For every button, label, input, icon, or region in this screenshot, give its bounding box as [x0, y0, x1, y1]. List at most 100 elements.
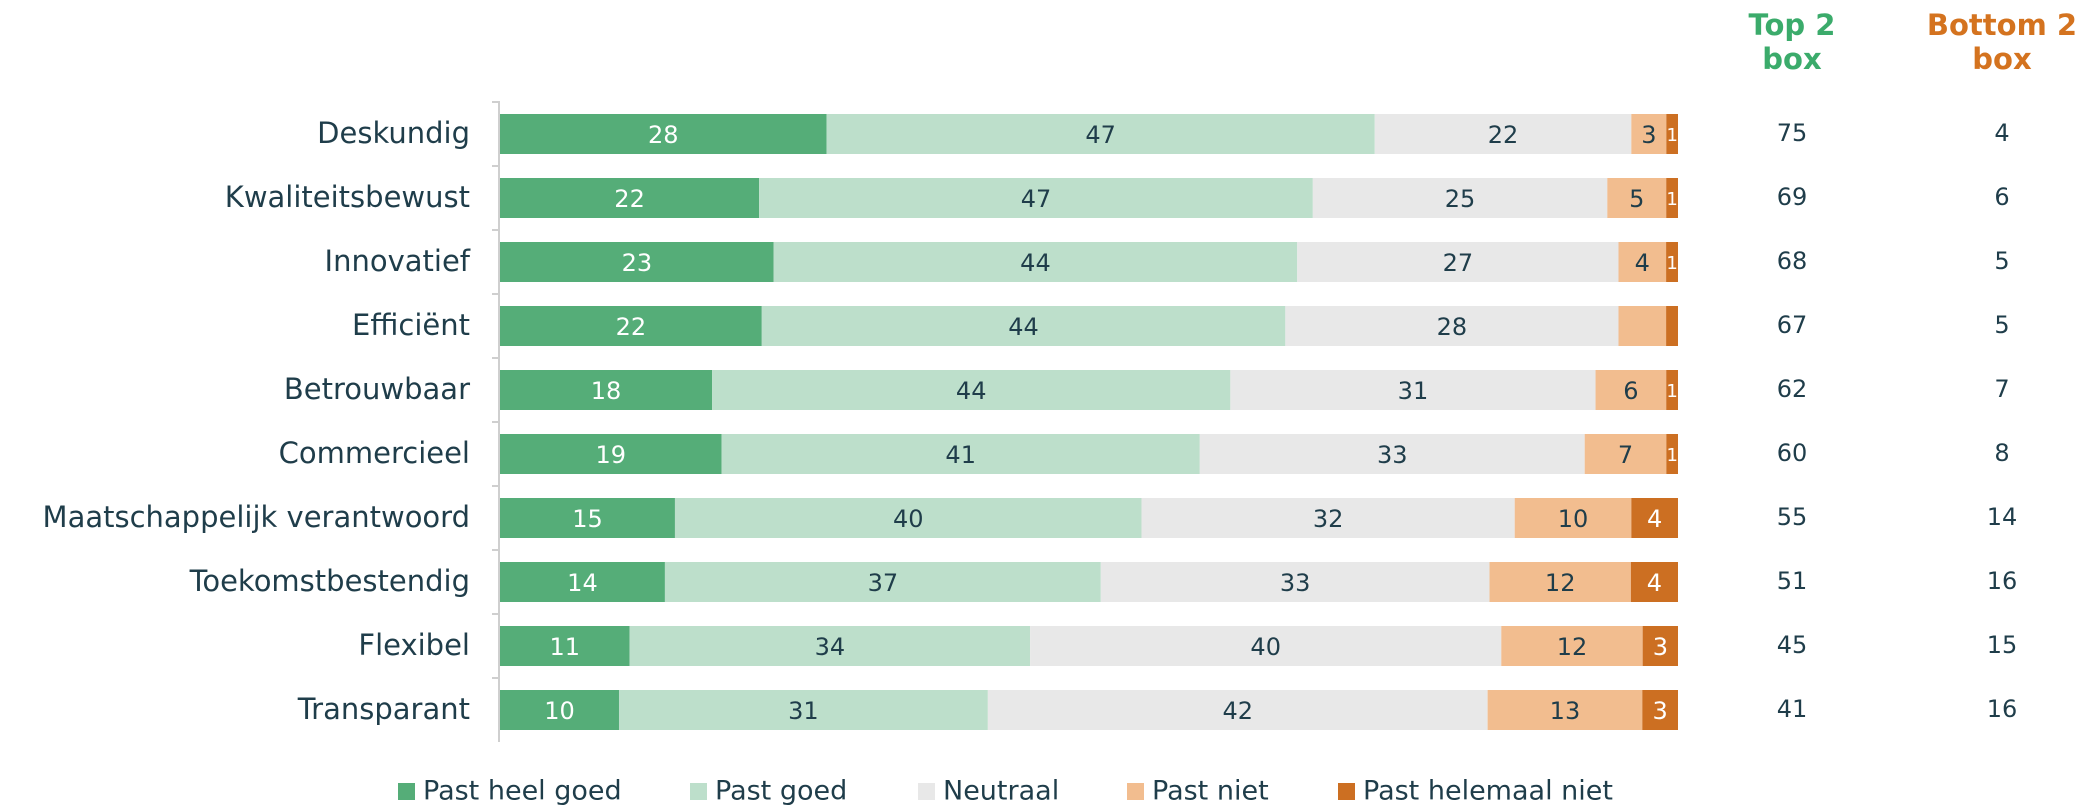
- top2-value-kwaliteitsbewust: 69: [1777, 183, 1808, 211]
- bar-segment-toekomstbestendig-past-helemaal-niet: [1630, 562, 1678, 602]
- bar-segment-deskundig-past-goed: [826, 114, 1375, 154]
- data-label-flexibel-past-heel-goed: 11: [550, 633, 581, 661]
- data-label-flexibel-past-goed: 34: [815, 633, 846, 661]
- category-label-betrouwbaar: Betrouwbaar: [284, 372, 470, 406]
- bar-segment-efficient-past-helemaal-niet: [1666, 306, 1678, 346]
- data-label-innovatief-past-heel-goed: 23: [622, 249, 653, 277]
- legend-item-past-helemaal-niet: Past helemaal niet: [1338, 776, 1613, 805]
- bar-segment-kwaliteitsbewust-past-heel-goed: [500, 178, 760, 218]
- data-label-commercieel-past-heel-goed: 19: [596, 441, 627, 469]
- bar-segment-betrouwbaar-neutraal: [1230, 370, 1596, 410]
- bar-segment-maatschappelijk-verantwoord-past-heel-goed: [500, 498, 675, 538]
- data-label-maatschappelijk-verantwoord-past-heel-goed: 15: [572, 505, 603, 533]
- legend-label-neutraal: Neutraal: [943, 776, 1059, 805]
- data-label-deskundig-neutraal: 22: [1488, 121, 1519, 149]
- top2-value-deskundig: 75: [1777, 119, 1808, 147]
- bar-segment-transparant-past-niet: [1487, 690, 1643, 730]
- bar-segment-betrouwbaar-past-niet: [1595, 370, 1667, 410]
- bottom2-header-line1: Bottom 2: [1926, 8, 2078, 42]
- bar-segment-betrouwbaar-past-heel-goed: [500, 370, 713, 410]
- category-label-flexibel: Flexibel: [358, 628, 470, 662]
- data-label-commercieel-past-helemaal-niet: 1: [1666, 445, 1677, 466]
- legend-item-past-niet: Past niet: [1127, 776, 1269, 805]
- category-label-deskundig: Deskundig: [317, 116, 470, 150]
- top2-value-innovatief: 68: [1777, 247, 1808, 275]
- top2-value-toekomstbestendig: 51: [1777, 567, 1808, 595]
- data-label-flexibel-past-niet: 12: [1557, 633, 1588, 661]
- top2-value-maatschappelijk-verantwoord: 55: [1777, 503, 1808, 531]
- bar-segment-transparant-past-heel-goed: [500, 690, 619, 730]
- data-label-toekomstbestendig-past-goed: 37: [868, 569, 899, 597]
- data-label-innovatief-past-helemaal-niet: 1: [1666, 253, 1677, 274]
- bar-segment-maatschappelijk-verantwoord-past-helemaal-niet: [1631, 498, 1678, 538]
- data-label-commercieel-neutraal: 33: [1377, 441, 1408, 469]
- bar-segment-deskundig-neutraal: [1374, 114, 1632, 154]
- bar-segment-efficient-past-niet: [1618, 306, 1667, 346]
- legend-swatch-past-helemaal-niet: [1338, 783, 1355, 800]
- category-label-commercieel: Commercieel: [279, 436, 470, 470]
- category-label-maatschappelijk-verantwoord: Maatschappelijk verantwoord: [43, 500, 470, 534]
- top2-value-commercieel: 60: [1777, 439, 1808, 467]
- bar-segment-efficient-past-goed: [761, 306, 1286, 346]
- data-label-efficient-past-heel-goed: 22: [616, 313, 647, 341]
- bar-segment-flexibel-past-helemaal-niet: [1642, 626, 1678, 666]
- data-label-deskundig-past-helemaal-niet: 1: [1666, 125, 1677, 146]
- data-label-maatschappelijk-verantwoord-neutraal: 32: [1313, 505, 1344, 533]
- bar-segment-flexibel-neutraal: [1030, 626, 1502, 666]
- bar-segment-deskundig-past-heel-goed: [500, 114, 827, 154]
- bar-segment-maatschappelijk-verantwoord-past-goed: [674, 498, 1142, 538]
- bar-segment-commercieel-past-goed: [721, 434, 1200, 474]
- bar-segment-commercieel-past-niet: [1584, 434, 1667, 474]
- category-label-transparant: Transparant: [297, 692, 470, 726]
- bar-segment-innovatief-past-helemaal-niet: [1666, 242, 1678, 282]
- category-label-efficient: Efficiënt: [352, 308, 470, 342]
- bar-segment-toekomstbestendig-neutraal: [1100, 562, 1490, 602]
- top2-header-line1: Top 2: [1748, 8, 1836, 42]
- data-label-transparant-past-heel-goed: 10: [544, 697, 575, 725]
- data-label-transparant-past-goed: 31: [788, 697, 819, 725]
- bar-segment-commercieel-past-heel-goed: [500, 434, 722, 474]
- data-label-transparant-neutraal: 42: [1222, 697, 1253, 725]
- bottom2-box-header: Bottom 2 box: [1902, 8, 2080, 76]
- data-label-commercieel-past-goed: 41: [945, 441, 976, 469]
- data-label-kwaliteitsbewust-past-goed: 47: [1021, 185, 1052, 213]
- category-label-innovatief: Innovatief: [325, 244, 471, 278]
- data-label-kwaliteitsbewust-past-niet: 5: [1629, 185, 1644, 213]
- bar-segment-flexibel-past-niet: [1501, 626, 1643, 666]
- legend-swatch-neutraal: [918, 783, 935, 800]
- legend-item-past-heel-goed: Past heel goed: [398, 776, 622, 805]
- bar-segment-transparant-neutraal: [987, 690, 1488, 730]
- bar-segment-kwaliteitsbewust-neutraal: [1312, 178, 1608, 218]
- data-label-transparant-past-niet: 13: [1550, 697, 1581, 725]
- bar-segment-commercieel-past-helemaal-niet: [1666, 434, 1678, 474]
- bar-segment-maatschappelijk-verantwoord-past-niet: [1514, 498, 1632, 538]
- top2-header-line2: box: [1762, 42, 1822, 76]
- data-label-flexibel-neutraal: 40: [1250, 633, 1281, 661]
- legend-item-neutraal: Neutraal: [918, 776, 1059, 805]
- data-label-toekomstbestendig-neutraal: 33: [1280, 569, 1311, 597]
- bottom2-value-kwaliteitsbewust: 6: [1994, 183, 2009, 211]
- bar-segment-flexibel-past-heel-goed: [500, 626, 630, 666]
- data-label-deskundig-past-goed: 47: [1085, 121, 1116, 149]
- bottom2-value-efficient: 5: [1994, 311, 2009, 339]
- top2-value-flexibel: 45: [1777, 631, 1808, 659]
- bar-segment-innovatief-past-heel-goed: [500, 242, 774, 282]
- bar-segment-deskundig-past-niet: [1631, 114, 1667, 154]
- legend-label-past-niet: Past niet: [1152, 776, 1269, 805]
- bar-segment-kwaliteitsbewust-past-niet: [1607, 178, 1667, 218]
- data-label-kwaliteitsbewust-past-heel-goed: 22: [614, 185, 645, 213]
- data-label-efficient-past-goed: 44: [1008, 313, 1039, 341]
- bar-segment-innovatief-past-goed: [773, 242, 1298, 282]
- top2-value-betrouwbaar: 62: [1777, 375, 1808, 403]
- data-label-innovatief-neutraal: 27: [1443, 249, 1474, 277]
- data-label-innovatief-past-niet: 4: [1635, 249, 1650, 277]
- data-label-betrouwbaar-past-helemaal-niet: 1: [1666, 381, 1677, 402]
- legend-label-past-heel-goed: Past heel goed: [423, 776, 622, 805]
- bar-segment-commercieel-neutraal: [1199, 434, 1585, 474]
- data-label-maatschappelijk-verantwoord-past-helemaal-niet: 4: [1647, 505, 1662, 533]
- bar-segment-toekomstbestendig-past-heel-goed: [500, 562, 665, 602]
- bar-segment-toekomstbestendig-past-goed: [664, 562, 1101, 602]
- data-label-maatschappelijk-verantwoord-past-niet: 10: [1558, 505, 1589, 533]
- data-label-deskundig-past-niet: 3: [1641, 121, 1656, 149]
